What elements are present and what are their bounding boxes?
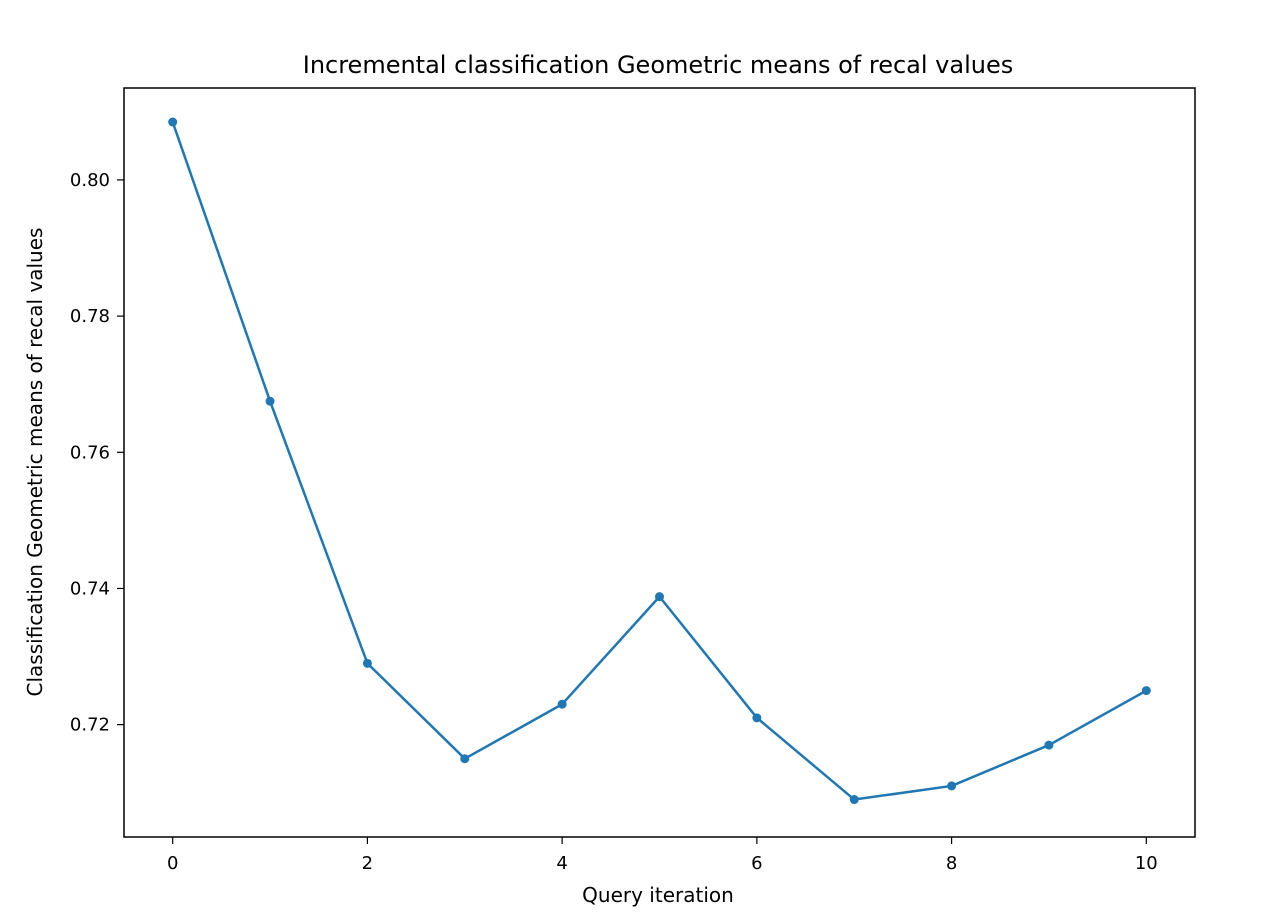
x-tick-label: 0 xyxy=(167,853,178,874)
data-point xyxy=(947,781,957,791)
data-point xyxy=(849,795,859,805)
y-axis-label: Classification Geometric means of recal … xyxy=(23,228,47,697)
y-tick-label: 0.76 xyxy=(70,442,110,463)
y-tick-label: 0.72 xyxy=(70,715,110,736)
y-axis-ticks: 0.72 0.74 0.76 0.78 0.80 xyxy=(70,170,124,736)
data-point xyxy=(655,592,664,602)
data-point xyxy=(265,396,275,406)
x-tick-label: 2 xyxy=(362,853,373,874)
y-tick-label: 0.74 xyxy=(70,578,110,599)
chart-title: Incremental classification Geometric mea… xyxy=(303,51,1014,79)
x-tick-label: 6 xyxy=(751,853,762,874)
y-tick-label: 0.80 xyxy=(70,170,110,191)
x-tick-label: 10 xyxy=(1135,853,1158,874)
x-axis-label: Query iteration xyxy=(582,883,734,907)
data-point xyxy=(1141,686,1151,696)
series-line xyxy=(171,121,1147,801)
x-tick-label: 4 xyxy=(556,853,567,874)
data-point xyxy=(557,699,567,709)
x-tick-label: 8 xyxy=(946,853,957,874)
data-point xyxy=(460,754,470,764)
data-point xyxy=(1044,740,1054,750)
data-point xyxy=(168,117,178,127)
plot-area-frame xyxy=(123,87,1196,838)
data-point xyxy=(362,658,372,668)
data-point xyxy=(752,713,762,723)
y-tick-label: 0.78 xyxy=(70,306,110,327)
series-points xyxy=(168,117,1151,805)
x-axis-ticks: 0 2 4 6 8 10 xyxy=(167,837,1158,874)
